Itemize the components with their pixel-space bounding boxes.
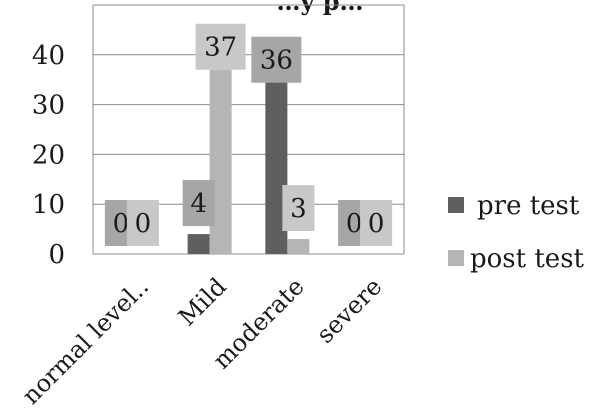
legend-swatch-pre-test — [448, 197, 464, 213]
y-axis: 0 10 20 30 40 — [32, 41, 65, 270]
data-label-pre-test-severe: 0 — [346, 209, 363, 239]
legend-label-pre-test: pre test — [477, 191, 580, 221]
data-label-post-test-severe: 0 — [368, 209, 385, 239]
data-label-pre-test-moderate: 36 — [260, 46, 293, 76]
legend: pre test post test — [448, 191, 585, 274]
data-label-bg — [195, 23, 246, 70]
data-label-pre-test-mild: 4 — [190, 189, 207, 219]
legend-label-post-test: post test — [470, 244, 585, 274]
bar-pre-test-mild — [187, 234, 210, 254]
data-label-bg — [282, 185, 315, 232]
data-label-post-test-mild: 37 — [204, 33, 237, 63]
chart-title: …y p… — [276, 0, 363, 16]
y-tick-label: 30 — [32, 91, 65, 121]
legend-swatch-post-test — [448, 250, 464, 266]
data-label-bg — [251, 36, 302, 83]
bar-pre-test-moderate — [265, 74, 288, 254]
y-tick-label: 20 — [32, 140, 65, 170]
data-label-bg — [126, 200, 159, 246]
x-tick-label-severe: severe — [311, 272, 387, 348]
bar-post-test-mild — [209, 69, 232, 255]
bars — [187, 69, 310, 255]
y-tick-label: 40 — [32, 41, 65, 71]
x-tick-label-normal-level: normal level.. — [17, 272, 154, 409]
bar-post-test-moderate — [287, 239, 310, 254]
data-label-bg — [182, 180, 215, 227]
data-label-bg — [360, 200, 393, 246]
data-label-post-test-moderate: 3 — [290, 194, 307, 224]
x-tick-label-mild: Mild — [173, 272, 232, 331]
data-label-pre-test-normal-level: 0 — [113, 209, 130, 239]
data-label-post-test-normal-level: 0 — [135, 209, 152, 239]
y-tick-label: 10 — [32, 190, 65, 220]
y-tick-label: 0 — [48, 240, 65, 270]
